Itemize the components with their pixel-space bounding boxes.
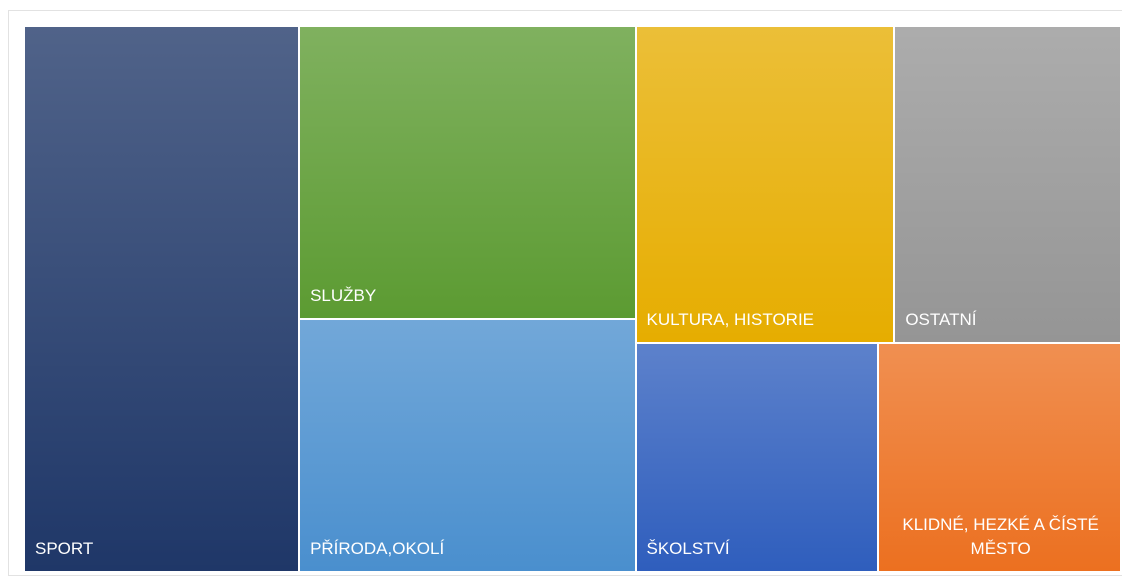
tile-shade <box>300 320 635 571</box>
treemap-tile: KLIDNÉ, HEZKÉ A ČÍSTÉ MĚSTO <box>878 342 1121 572</box>
tile-shade <box>25 27 299 571</box>
tile-shade <box>895 27 1120 342</box>
tile-label: OSTATNÍ <box>905 309 977 329</box>
tile-shade <box>879 343 1120 571</box>
treemap-tile: ŠKOLSTVÍ <box>635 342 879 572</box>
chart-frame <box>8 10 1122 576</box>
treemap-tile: SLUŽBY <box>299 26 636 320</box>
tile-label: KLIDNÉ, HEZKÉ A ČÍSTÉ MĚSTO <box>902 514 1099 558</box>
tile-shade <box>636 343 878 571</box>
tile-label: SLUŽBY <box>310 286 377 306</box>
tile-shade <box>300 27 635 319</box>
treemap-tile: KULTURA, HISTORIE <box>635 26 895 343</box>
tile-shade <box>636 27 894 342</box>
tile-label: SPORT <box>35 539 94 558</box>
treemap-tile: OSTATNÍ <box>894 26 1121 343</box>
treemap-tile: SPORT <box>24 26 300 572</box>
tile-label: ŠKOLSTVÍ <box>646 538 730 558</box>
treemap: SPORT SLUŽBY PŘÍRODA,OKOLÍ KULTURA, HISTORI… <box>24 26 1121 572</box>
treemap-tile: PŘÍRODA,OKOLÍ <box>299 319 636 572</box>
tile-label: KULTURA, HISTORIE <box>646 309 815 329</box>
tile-label: PŘÍRODA,OKOLÍ <box>310 538 445 558</box>
